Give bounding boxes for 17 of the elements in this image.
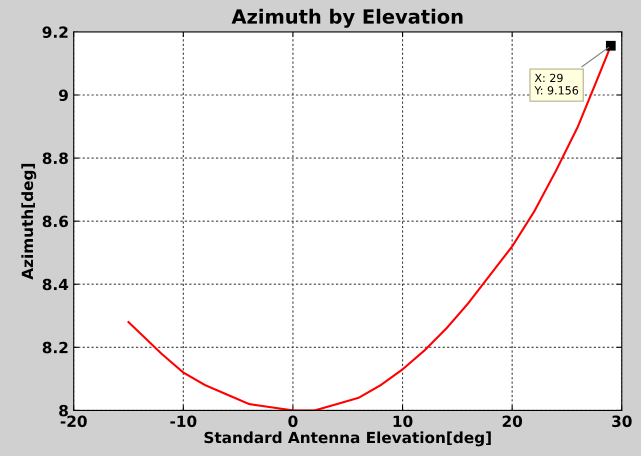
y-tick-label: 9.2 — [42, 26, 68, 38]
y-tick-label: 9 — [59, 89, 68, 102]
chart-title: Azimuth by Elevation — [232, 8, 462, 28]
y-tick-label: 8.2 — [42, 342, 68, 354]
y-tick-label: 8.8 — [42, 152, 68, 164]
x-tick-label: -10 — [170, 416, 196, 428]
y-tick-label: 8 — [59, 404, 68, 416]
y-axis-title: Azimuth[deg] — [21, 164, 36, 280]
x-tick-label: 20 — [502, 416, 522, 428]
x-tick-label: 30 — [612, 416, 632, 428]
annotation: X: 29 Y: 9.156 — [534, 74, 578, 95]
x-tick-label: 10 — [394, 416, 412, 428]
x-axis-title: Standard Antenna Elevation[deg] — [204, 431, 491, 446]
x-tick-label: -20 — [60, 416, 87, 428]
x-tick-label: 0 — [288, 416, 298, 428]
y-tick-label: 8.4 — [42, 278, 68, 290]
y-tick-label: 8.6 — [42, 216, 68, 228]
